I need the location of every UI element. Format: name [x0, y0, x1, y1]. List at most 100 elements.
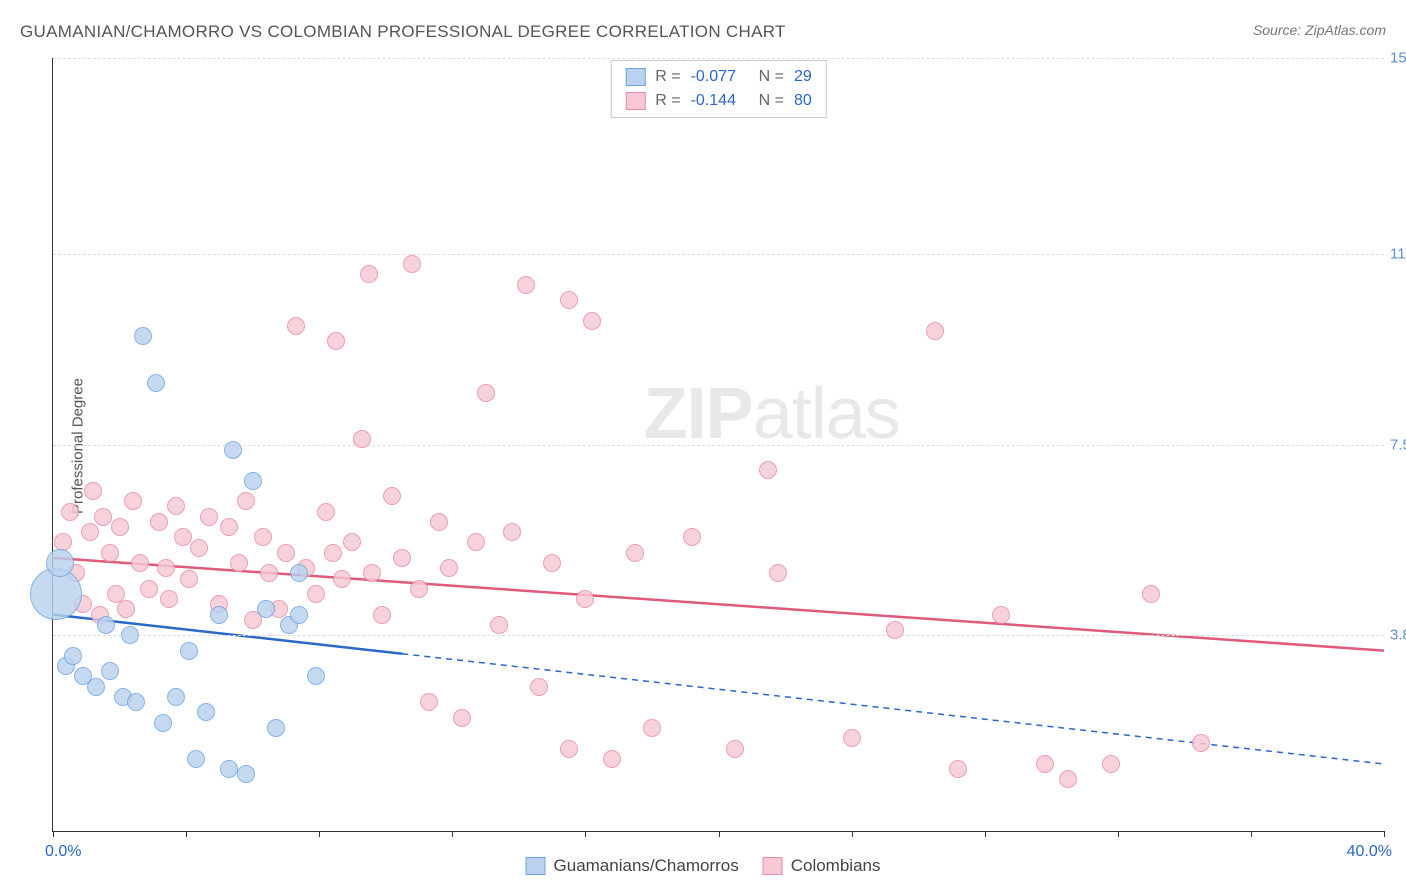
scatter-point: [560, 740, 578, 758]
scatter-point: [154, 714, 172, 732]
scatter-point: [81, 523, 99, 541]
scatter-point: [131, 554, 149, 572]
scatter-point: [992, 606, 1010, 624]
scatter-point: [410, 580, 428, 598]
scatter-point: [477, 384, 495, 402]
scatter-point: [167, 497, 185, 515]
scatter-point: [290, 606, 308, 624]
watermark-bold: ZIP: [644, 374, 753, 454]
legend-label: Guamanians/Chamorros: [554, 856, 739, 876]
stat-n-value: 80: [794, 92, 812, 110]
scatter-point: [180, 570, 198, 588]
trendline-dashed: [402, 654, 1384, 764]
scatter-point: [843, 729, 861, 747]
scatter-point: [190, 539, 208, 557]
gridline: [53, 635, 1384, 636]
x-tick: [1118, 831, 1119, 837]
scatter-point: [530, 678, 548, 696]
scatter-point: [134, 327, 152, 345]
x-tick: [186, 831, 187, 837]
scatter-point: [117, 600, 135, 618]
scatter-point: [97, 616, 115, 634]
stat-r-value: -0.144: [691, 92, 749, 110]
x-axis-max-label: 40.0%: [1347, 843, 1392, 861]
scatter-point: [94, 508, 112, 526]
scatter-point: [363, 564, 381, 582]
scatter-point: [726, 740, 744, 758]
y-tick-label: 11.2%: [1390, 245, 1406, 262]
scatter-point: [64, 647, 82, 665]
scatter-point: [244, 472, 262, 490]
stat-r-label: R =: [655, 68, 680, 86]
stats-row: R = -0.144 N = 80: [625, 89, 811, 113]
scatter-point: [237, 492, 255, 510]
scatter-point: [147, 374, 165, 392]
scatter-point: [453, 709, 471, 727]
scatter-point: [373, 606, 391, 624]
legend-item: Guamanians/Chamorros: [526, 856, 739, 876]
scatter-point: [220, 518, 238, 536]
legend: Guamanians/Chamorros Colombians: [526, 856, 881, 876]
scatter-point: [393, 549, 411, 567]
chart-title: GUAMANIAN/CHAMORRO VS COLOMBIAN PROFESSI…: [20, 22, 786, 42]
scatter-point: [157, 559, 175, 577]
scatter-point: [140, 580, 158, 598]
x-tick: [1384, 831, 1385, 837]
stat-n-label: N =: [759, 92, 784, 110]
series-swatch: [625, 68, 645, 86]
scatter-point: [420, 693, 438, 711]
scatter-point: [61, 503, 79, 521]
x-tick: [452, 831, 453, 837]
gridline: [53, 254, 1384, 255]
scatter-point: [187, 750, 205, 768]
correlation-stats-box: R = -0.077 N = 29 R = -0.144 N = 80: [610, 60, 826, 118]
gridline: [53, 445, 1384, 446]
scatter-point: [174, 528, 192, 546]
watermark: ZIPatlas: [644, 373, 900, 455]
scatter-point: [467, 533, 485, 551]
scatter-point: [333, 570, 351, 588]
series-swatch: [625, 92, 645, 110]
scatter-point: [360, 265, 378, 283]
scatter-point: [307, 585, 325, 603]
plot-area: ZIPatlas R =-0.077N =29R =-0.144N =80 0.…: [52, 58, 1384, 832]
stats-row: R = -0.077 N = 29: [625, 65, 811, 89]
scatter-point: [87, 678, 105, 696]
scatter-point: [490, 616, 508, 634]
watermark-rest: atlas: [753, 374, 900, 454]
x-axis-min-label: 0.0%: [45, 843, 81, 861]
scatter-point: [197, 703, 215, 721]
scatter-point: [287, 317, 305, 335]
scatter-point: [430, 513, 448, 531]
scatter-point: [440, 559, 458, 577]
x-tick: [1251, 831, 1252, 837]
x-tick: [585, 831, 586, 837]
scatter-point: [160, 590, 178, 608]
scatter-point: [150, 513, 168, 531]
legend-swatch: [526, 857, 546, 875]
scatter-point: [576, 590, 594, 608]
legend-item: Colombians: [763, 856, 881, 876]
scatter-point: [324, 544, 342, 562]
scatter-point: [343, 533, 361, 551]
x-tick: [852, 831, 853, 837]
scatter-point: [237, 765, 255, 783]
scatter-point: [1142, 585, 1160, 603]
legend-swatch: [763, 857, 783, 875]
y-tick-label: 7.5%: [1390, 436, 1406, 453]
stat-n-label: N =: [759, 68, 784, 86]
scatter-point: [353, 430, 371, 448]
scatter-point: [1102, 755, 1120, 773]
scatter-point: [254, 528, 272, 546]
scatter-point: [257, 600, 275, 618]
stat-r-label: R =: [655, 92, 680, 110]
scatter-point: [769, 564, 787, 582]
scatter-point: [1192, 734, 1210, 752]
scatter-point: [111, 518, 129, 536]
stat-r-value: -0.077: [691, 68, 749, 86]
stat-n-value: 29: [794, 68, 812, 86]
x-tick: [53, 831, 54, 837]
scatter-point: [101, 544, 119, 562]
scatter-point: [583, 312, 601, 330]
scatter-point: [759, 461, 777, 479]
